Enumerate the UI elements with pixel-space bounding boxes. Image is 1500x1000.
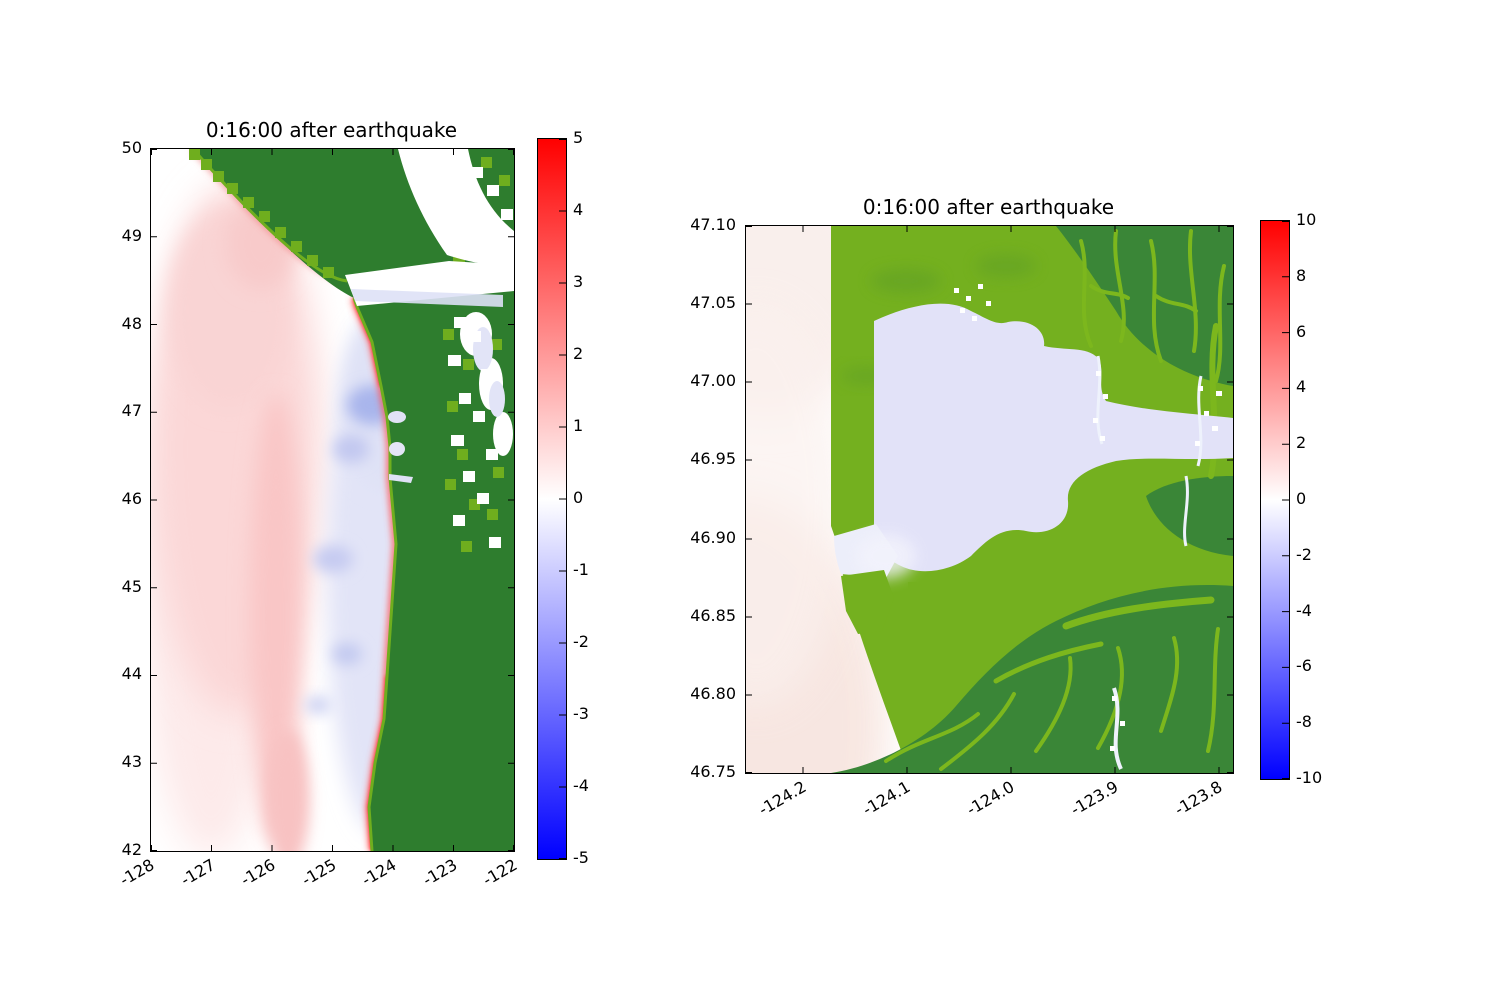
right-xtick-label: -124.1 <box>859 777 914 820</box>
left-plot-title: 0:16:00 after earthquake <box>205 118 458 142</box>
left-ytick-label: 45 <box>121 577 142 596</box>
right-colorbar-label: 0 <box>1296 489 1307 508</box>
left-map-image <box>151 149 514 851</box>
right-ytick-label: 47.10 <box>690 215 736 234</box>
left-xtick-label: -122 <box>479 855 521 890</box>
left-ytick-label: 47 <box>121 401 142 420</box>
left-colorbar-label: 2 <box>573 344 584 363</box>
left-colorbar-label: 1 <box>573 416 584 435</box>
right-plot-area <box>745 225 1234 774</box>
left-colorbar-gradient <box>538 139 566 859</box>
right-ytick-label: 46.80 <box>690 684 736 703</box>
left-ytick-label: 50 <box>121 138 142 157</box>
right-colorbar-gradient <box>1261 221 1289 779</box>
left-ytick-label: 42 <box>121 840 142 859</box>
right-colorbar-label: -4 <box>1296 601 1312 620</box>
right-colorbar-label: -10 <box>1296 768 1323 787</box>
right-colorbar-label: -2 <box>1296 545 1312 564</box>
left-xtick-label: -125 <box>298 855 340 890</box>
left-ytick-label: 49 <box>121 226 142 245</box>
left-colorbar-label: -4 <box>573 776 589 795</box>
left-colorbar-label: -5 <box>573 848 589 867</box>
right-xtick-label: -124.2 <box>755 777 810 820</box>
left-plot-area <box>150 148 515 852</box>
left-map-straits-and-sounds <box>345 149 514 548</box>
right-ytick-label: 47.00 <box>690 371 736 390</box>
left-colorbar <box>537 138 567 860</box>
right-colorbar-ticks <box>1282 221 1289 779</box>
right-colorbar <box>1260 220 1290 780</box>
left-colorbar-label: 5 <box>573 128 584 147</box>
right-colorbar-label: 8 <box>1296 266 1307 285</box>
left-xtick-label: -124 <box>358 855 400 890</box>
right-ytick-label: 46.85 <box>690 606 736 625</box>
left-colorbar-label: -2 <box>573 632 589 651</box>
left-xtick-label: -126 <box>237 855 279 890</box>
right-map-bay <box>834 303 1233 634</box>
right-ytick-label: 46.90 <box>690 528 736 547</box>
right-colorbar-label: 2 <box>1296 433 1307 452</box>
right-ytick-label: 46.75 <box>690 762 736 781</box>
left-colorbar-label: 0 <box>573 488 584 507</box>
left-xtick-label: -128 <box>116 855 158 890</box>
left-colorbar-label: -1 <box>573 560 589 579</box>
right-colorbar-label: 4 <box>1296 377 1307 396</box>
right-xtick-label: -123.9 <box>1067 777 1122 820</box>
right-map-white-specks <box>954 284 1222 751</box>
left-colorbar-label: 4 <box>573 200 584 219</box>
right-xtick-label: -123.8 <box>1171 777 1226 820</box>
left-xtick-label: -127 <box>177 855 219 890</box>
right-ytick-label: 47.05 <box>690 293 736 312</box>
right-ytick-label: 46.95 <box>690 449 736 468</box>
left-colorbar-ticks <box>559 139 566 859</box>
right-plot-title: 0:16:00 after earthquake <box>862 195 1115 219</box>
left-axis-ticks <box>151 149 514 851</box>
right-axis-ticks <box>746 226 1233 773</box>
right-map-image <box>746 226 1233 773</box>
left-ytick-label: 48 <box>121 314 142 333</box>
left-colorbar-label: -3 <box>573 704 589 723</box>
left-colorbar-label: 3 <box>573 272 584 291</box>
right-colorbar-label: 10 <box>1296 210 1317 229</box>
right-colorbar-label: -8 <box>1296 712 1312 731</box>
left-ytick-label: 43 <box>121 752 142 771</box>
left-ytick-label: 44 <box>121 664 142 683</box>
right-colorbar-label: -6 <box>1296 656 1312 675</box>
right-map-valley-veins <box>884 229 1226 771</box>
right-colorbar-label: 6 <box>1296 322 1307 341</box>
right-xtick-label: -124.0 <box>963 777 1018 820</box>
left-xtick-label: -123 <box>419 855 461 890</box>
left-ytick-label: 46 <box>121 489 142 508</box>
